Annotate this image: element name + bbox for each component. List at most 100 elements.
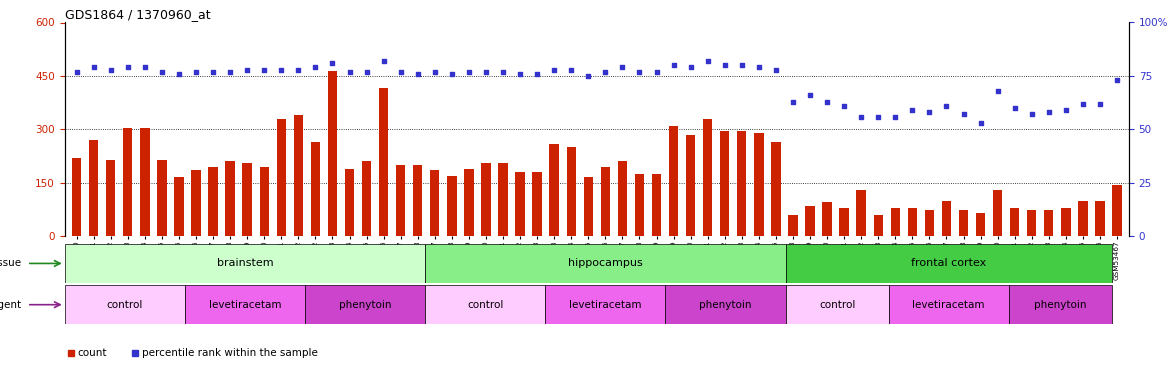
Bar [549, 144, 559, 236]
Text: percentile rank within the sample: percentile rank within the sample [142, 348, 319, 358]
Bar [567, 147, 576, 236]
Bar [666, 285, 786, 324]
Bar [1078, 201, 1088, 236]
Bar [1027, 210, 1036, 236]
Point [1090, 101, 1109, 107]
Text: levetiracetam: levetiracetam [569, 300, 642, 310]
Point [699, 58, 717, 64]
Bar [720, 131, 729, 236]
Point [392, 69, 410, 75]
Point [203, 69, 222, 75]
Bar [310, 142, 320, 236]
Bar [140, 128, 149, 236]
Point [289, 66, 308, 72]
Bar [786, 285, 889, 324]
Bar [447, 176, 456, 236]
Point [1108, 77, 1127, 83]
Text: levetiracetam: levetiracetam [208, 300, 281, 310]
Point [886, 114, 904, 120]
Point [101, 66, 120, 72]
Point [783, 99, 802, 105]
Point [613, 64, 632, 70]
Bar [65, 285, 185, 324]
Bar [840, 208, 849, 236]
Bar [546, 285, 666, 324]
Point [358, 69, 376, 75]
Point [408, 71, 427, 77]
Text: brainstem: brainstem [216, 258, 273, 268]
Point [733, 62, 751, 68]
Point [67, 69, 86, 75]
Bar [226, 161, 235, 236]
Bar [276, 118, 286, 236]
Bar [1009, 285, 1111, 324]
Bar [72, 158, 81, 236]
Text: count: count [78, 348, 107, 358]
Bar [192, 170, 201, 236]
Text: phenytoin: phenytoin [700, 300, 751, 310]
Bar [754, 133, 763, 236]
Text: levetiracetam: levetiracetam [913, 300, 985, 310]
Bar [533, 172, 542, 236]
Point [135, 64, 154, 70]
Point [426, 69, 445, 75]
Bar [976, 213, 985, 236]
Point [544, 66, 563, 72]
Bar [856, 190, 866, 236]
Point [255, 66, 274, 72]
Point [442, 71, 461, 77]
Bar [788, 215, 797, 236]
Point [494, 69, 513, 75]
Bar [426, 285, 546, 324]
Bar [345, 169, 354, 236]
Bar [583, 177, 593, 236]
Bar [1010, 208, 1020, 236]
Point [630, 69, 649, 75]
Bar [174, 177, 183, 236]
Point [749, 64, 768, 70]
Point [221, 69, 240, 75]
Bar [328, 70, 338, 236]
Bar [260, 167, 269, 236]
Bar [430, 170, 440, 236]
Point [767, 66, 786, 72]
Point [647, 69, 666, 75]
Text: phenytoin: phenytoin [339, 300, 392, 310]
Text: frontal cortex: frontal cortex [911, 258, 987, 268]
Bar [1112, 184, 1122, 236]
Point [596, 69, 615, 75]
Text: hippocampus: hippocampus [568, 258, 643, 268]
Bar [806, 206, 815, 236]
Bar [465, 169, 474, 236]
Point [323, 60, 342, 66]
Bar [874, 215, 883, 236]
Bar [924, 210, 934, 236]
Point [1005, 105, 1024, 111]
Point [1056, 107, 1075, 113]
Bar [123, 128, 133, 236]
Bar [362, 161, 372, 236]
Bar [1044, 210, 1054, 236]
Bar [515, 172, 524, 236]
Bar [703, 118, 713, 236]
Bar [993, 190, 1002, 236]
Point [272, 66, 290, 72]
Text: control: control [467, 300, 503, 310]
Bar [65, 244, 426, 283]
Bar [786, 244, 1111, 283]
Bar [481, 163, 490, 236]
Bar [890, 208, 900, 236]
Bar [958, 210, 968, 236]
Point [460, 69, 479, 75]
Bar [822, 202, 831, 236]
Point [562, 66, 581, 72]
Bar [1061, 208, 1070, 236]
Bar [601, 167, 610, 236]
Point [869, 114, 888, 120]
Text: agent: agent [0, 300, 22, 310]
Point [340, 69, 359, 75]
Point [851, 114, 870, 120]
Bar [737, 131, 747, 236]
Point [187, 69, 206, 75]
Point [119, 64, 138, 70]
